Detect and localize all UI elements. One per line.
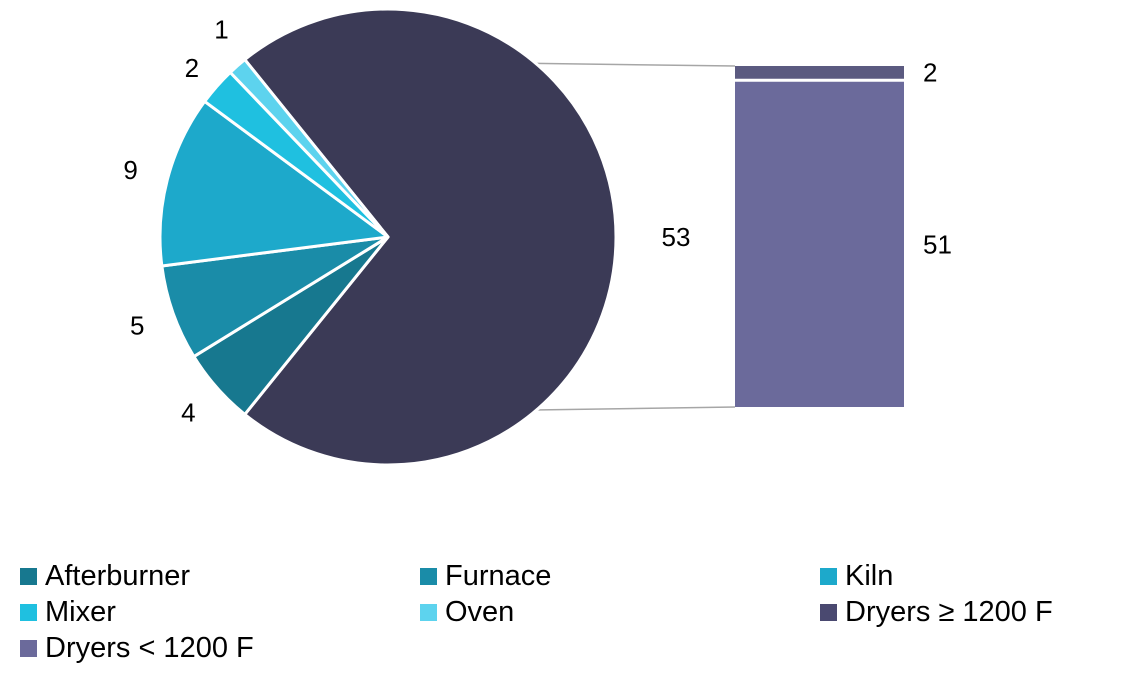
bar-label-dryers-lt-1200-f: 51 [923, 229, 952, 259]
legend-swatch-furnace [420, 567, 437, 585]
legend-item-oven: Oven [420, 594, 820, 630]
legend-item-dryers-ge-1200-f: Dryers ≥ 1200 F [820, 594, 1130, 630]
legend-swatch-dryers-ge-1200-f [820, 603, 837, 621]
pie-label-oven: 1 [214, 14, 228, 44]
legend-swatch-afterburner [20, 567, 37, 585]
pie-label-dryers-ge-1200-f: 53 [662, 222, 691, 252]
bar-segment-dryers-lt-1200-f [735, 81, 904, 407]
legend-item-kiln: Kiln [820, 558, 1130, 594]
legend-swatch-kiln [820, 567, 837, 585]
bar-segment-dryers-ge-1200-f [735, 66, 904, 79]
pie-slice-kiln [158, 99, 390, 268]
pie-slice-oven [228, 58, 390, 239]
pie-label-mixer: 2 [185, 53, 199, 83]
legend-label-mixer: Mixer [45, 595, 116, 628]
legend-label-kiln: Kiln [845, 559, 894, 592]
legend-label-oven: Oven [445, 595, 515, 628]
pie-slice-dryers-ge-1200-f [243, 7, 618, 467]
legend-item-dryers-lt-1200-f: Dryers < 1200 F [20, 630, 420, 666]
pie-label-kiln: 9 [123, 155, 137, 185]
legend-label-afterburner: Afterburner [45, 559, 191, 592]
legend-label-dryers-lt-1200-f: Dryers < 1200 F [45, 631, 254, 664]
legend-label-dryers-ge-1200-f: Dryers ≥ 1200 F [845, 595, 1053, 628]
bar-label-dryers-ge-1200-f: 2 [923, 57, 937, 87]
pie-label-furnace: 5 [130, 311, 144, 341]
legend-item-afterburner: Afterburner [20, 558, 420, 594]
legend-swatch-oven [420, 603, 437, 621]
legend-swatch-mixer [20, 603, 37, 621]
pie-label-afterburner: 4 [181, 398, 195, 428]
legend-item-furnace: Furnace [420, 558, 820, 594]
chart-legend: Afterburner Furnace Kiln Mixer Oven Dryers ≥ … [20, 558, 1130, 666]
legend-item-mixer: Mixer [20, 594, 420, 630]
legend-label-furnace: Furnace [445, 559, 552, 592]
legend-swatch-dryers-lt-1200-f [20, 639, 37, 657]
